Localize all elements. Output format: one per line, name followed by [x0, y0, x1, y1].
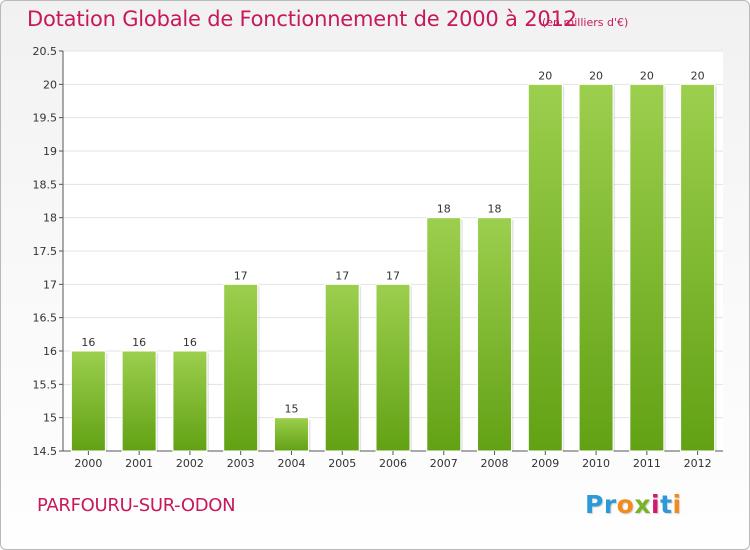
bar-value-label: 18 — [437, 203, 451, 216]
y-tick-label: 20 — [43, 78, 57, 91]
bar — [426, 217, 462, 452]
bar-value-label: 16 — [132, 336, 146, 349]
y-tick-label: 20.5 — [33, 45, 58, 58]
commune-name: PARFOURU-SUR-ODON — [37, 495, 236, 516]
x-tick-label: 2008 — [481, 457, 509, 470]
bar-value-label: 15 — [284, 403, 298, 416]
bar-value-label: 16 — [81, 336, 95, 349]
logo-letter: r — [603, 490, 617, 519]
x-tick-label: 2000 — [74, 457, 102, 470]
y-tick-label: 18 — [43, 212, 57, 225]
bar-value-label: 20 — [538, 69, 552, 82]
chart-title: Dotation Globale de Fonctionnement de 20… — [27, 7, 577, 31]
x-tick-label: 2011 — [633, 457, 661, 470]
bar-value-label: 17 — [335, 269, 349, 282]
logo-letter: o — [616, 490, 635, 519]
x-tick-label: 2006 — [379, 457, 407, 470]
y-tick-label: 14.5 — [33, 445, 58, 458]
bar — [680, 83, 716, 452]
bar — [629, 83, 665, 452]
bar — [121, 350, 157, 452]
bar — [70, 350, 106, 452]
y-tick-label: 17.5 — [33, 245, 58, 258]
x-tick-label: 2005 — [328, 457, 356, 470]
x-tick-label: 2001 — [125, 457, 153, 470]
bar — [273, 417, 309, 452]
bar-value-label: 17 — [234, 269, 248, 282]
logo-letter: i — [651, 490, 661, 519]
x-tick-label: 2002 — [176, 457, 204, 470]
bar-value-label: 20 — [640, 69, 654, 82]
bar — [172, 350, 208, 452]
logo-letter: t — [660, 490, 673, 519]
logo-letter: P — [585, 490, 604, 519]
y-tick-label: 17 — [43, 278, 57, 291]
x-tick-label: 2009 — [531, 457, 559, 470]
bar-value-label: 16 — [183, 336, 197, 349]
logo-letter: i — [672, 490, 682, 519]
y-tick-label: 19 — [43, 145, 57, 158]
bar — [375, 283, 411, 452]
y-tick-label: 18.5 — [33, 178, 58, 191]
bar — [527, 83, 563, 452]
bar — [477, 217, 513, 452]
bar-value-label: 18 — [488, 203, 502, 216]
bar — [223, 283, 259, 452]
bar-value-label: 17 — [386, 269, 400, 282]
proxiti-logo[interactable]: Proxiti — [585, 490, 682, 519]
y-tick-label: 19.5 — [33, 112, 58, 125]
x-tick-label: 2003 — [227, 457, 255, 470]
x-tick-label: 2010 — [582, 457, 610, 470]
bar-value-label: 20 — [589, 69, 603, 82]
x-tick-label: 2004 — [277, 457, 305, 470]
chart-unit: (en milliers d'€) — [542, 16, 629, 29]
y-tick-label: 15.5 — [33, 378, 58, 391]
x-tick-label: 2012 — [684, 457, 712, 470]
y-tick-label: 16 — [43, 345, 57, 358]
y-tick-label: 16.5 — [33, 312, 58, 325]
bar — [578, 83, 614, 452]
bar — [324, 283, 360, 452]
logo-letter: x — [634, 490, 651, 519]
y-tick-label: 15 — [43, 412, 57, 425]
x-tick-label: 2007 — [430, 457, 458, 470]
bar-value-label: 20 — [691, 69, 705, 82]
